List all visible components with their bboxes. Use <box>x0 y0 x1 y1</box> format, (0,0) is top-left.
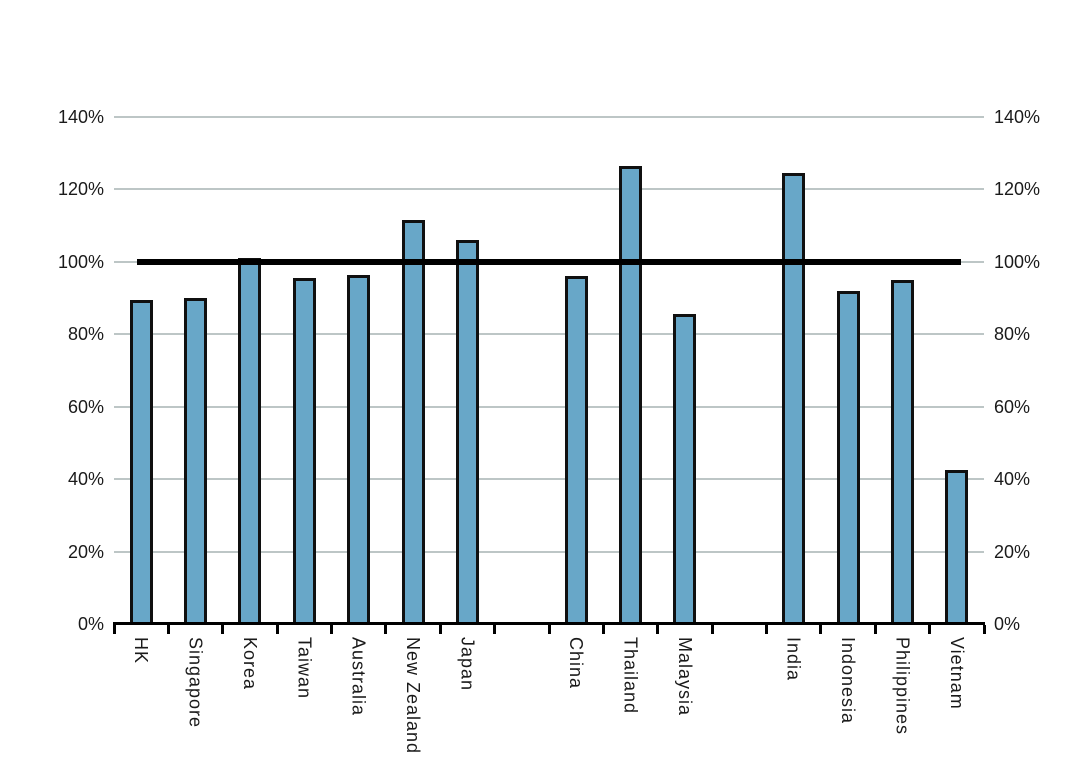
gridline-120pct <box>114 188 984 191</box>
bar-taiwan <box>292 278 316 624</box>
bar-malaysia <box>673 314 697 624</box>
y-axis-label-left-120pct: 120% <box>57 179 104 200</box>
gridline-60pct <box>114 405 984 408</box>
bar-australia <box>347 274 371 624</box>
category-label-vietnam: Vietnam <box>946 637 967 710</box>
x-axis-tick <box>873 625 877 634</box>
category-label-thailand: Thailand <box>620 637 641 715</box>
category-label-philippines: Philippines <box>892 637 913 736</box>
bar-japan <box>455 240 479 624</box>
bar-hk <box>129 299 153 624</box>
x-axis-tick <box>710 625 714 634</box>
bar-singapore <box>184 298 208 624</box>
bar-india <box>782 173 806 624</box>
y-axis-label-right-120pct: 120% <box>994 179 1041 200</box>
y-axis-label-right-0pct: 0% <box>994 614 1021 634</box>
y-axis-label-left-80pct: 80% <box>67 324 104 345</box>
y-axis-label-right-60pct: 60% <box>994 396 1031 417</box>
category-label-japan: Japan <box>457 637 478 692</box>
x-axis-tick <box>547 625 551 634</box>
x-axis-tick <box>112 625 116 634</box>
x-axis-tick <box>384 625 388 634</box>
category-label-hk: HK <box>131 637 152 665</box>
gridline-40pct <box>114 478 984 481</box>
y-axis-label-right-20pct: 20% <box>994 541 1031 562</box>
category-label-korea: Korea <box>239 637 260 691</box>
bar-philippines <box>890 279 914 624</box>
x-axis-tick <box>330 625 333 634</box>
category-label-india: India <box>783 637 804 682</box>
x-axis-tick <box>819 625 823 634</box>
x-axis-line <box>113 622 985 625</box>
x-axis-tick <box>438 625 442 634</box>
bar-korea <box>238 258 262 624</box>
gridline-80pct <box>114 333 984 336</box>
y-axis-label-left-40pct: 40% <box>67 469 104 490</box>
y-axis-label-left-0pct: 0% <box>77 614 104 634</box>
gridline-20pct <box>114 550 984 553</box>
x-axis-tick <box>221 625 225 634</box>
category-label-new-zealand: New Zealand <box>403 637 424 755</box>
x-axis-tick <box>928 625 932 634</box>
x-axis-tick <box>275 625 279 634</box>
x-axis-tick <box>493 625 497 634</box>
x-axis-tick <box>656 625 660 634</box>
bar-indonesia <box>836 290 860 624</box>
category-label-taiwan: Taiwan <box>294 637 315 700</box>
y-axis-label-left-60pct: 60% <box>67 396 104 417</box>
bar-china <box>564 276 588 624</box>
category-label-malaysia: Malaysia <box>674 637 695 717</box>
y-axis-label-left-20pct: 20% <box>67 541 104 562</box>
category-label-indonesia: Indonesia <box>838 637 859 725</box>
x-axis-tick <box>982 625 986 634</box>
x-axis-tick <box>765 625 768 634</box>
bar-new-zealand <box>401 220 425 624</box>
y-axis-label-right-140pct: 140% <box>994 107 1041 127</box>
x-axis-tick <box>601 625 605 634</box>
gridline-140pct <box>114 116 984 118</box>
y-axis-label-left-140pct: 140% <box>57 107 104 127</box>
reference-line-100pct <box>137 258 961 265</box>
y-axis-label-right-40pct: 40% <box>994 469 1031 490</box>
bar-thailand <box>619 165 643 624</box>
category-label-singapore: Singapore <box>185 637 206 729</box>
category-label-china: China <box>566 637 587 690</box>
x-axis-tick <box>166 625 170 634</box>
bar-vietnam <box>945 470 969 624</box>
y-axis-label-right-100pct: 100% <box>994 251 1041 272</box>
y-axis-label-right-80pct: 80% <box>994 324 1031 345</box>
category-label-australia: Australia <box>348 637 369 717</box>
y-axis-label-left-100pct: 100% <box>57 251 104 272</box>
